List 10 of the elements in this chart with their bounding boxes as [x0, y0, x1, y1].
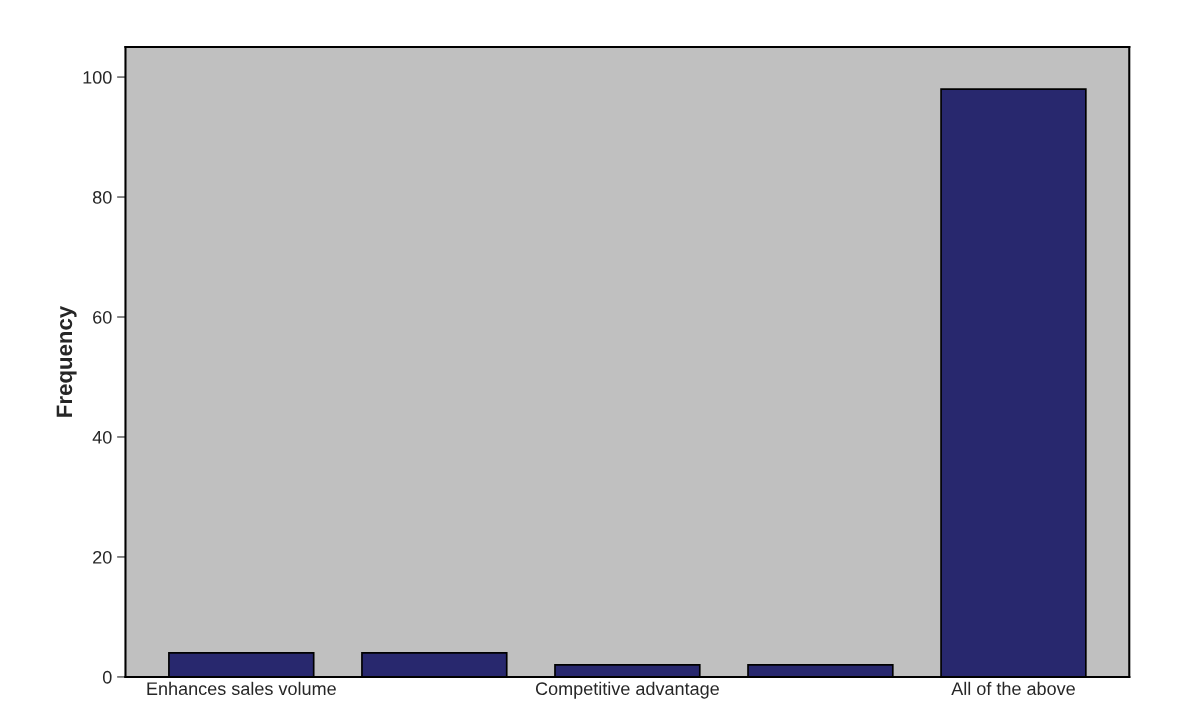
x-tick-label: All of the above: [951, 681, 1075, 696]
y-tick-label: 0: [102, 670, 112, 684]
y-tick-label: 100: [83, 70, 112, 84]
x-tick-label: Competitive advantage: [535, 681, 719, 699]
y-tick-label: 40: [92, 430, 112, 444]
y-axis-title: Frequency: [56, 305, 77, 417]
x-tick-label: Enhances sales volume: [147, 681, 336, 696]
y-tick-label: 80: [92, 190, 112, 204]
y-tick-label: 60: [93, 310, 112, 324]
y-tick-label: 20: [93, 550, 112, 564]
